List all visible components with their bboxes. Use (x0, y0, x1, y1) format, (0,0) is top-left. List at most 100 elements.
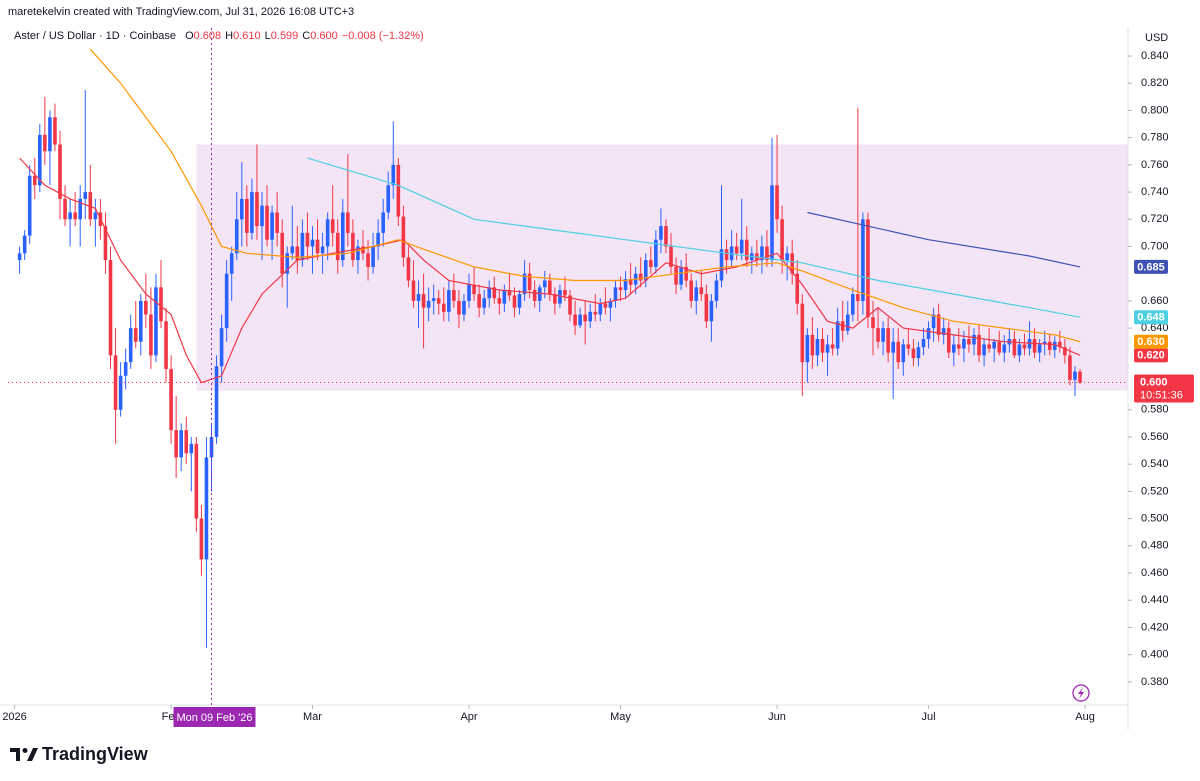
candle-body (154, 287, 158, 356)
candle-body (583, 314, 587, 322)
candle-body (805, 334, 810, 363)
candle-body (1032, 339, 1037, 353)
candle-body (255, 192, 259, 227)
candle-body (330, 219, 335, 233)
price-tag-bg (1134, 334, 1168, 349)
candle-body (785, 253, 789, 261)
candle-body (694, 287, 699, 301)
candle-body (22, 235, 27, 254)
candle-body (588, 311, 593, 322)
y-tick-label: 0.660 (1141, 295, 1169, 307)
x-tick-label: 2026 (2, 711, 26, 723)
candle-body (936, 314, 941, 335)
candle-body (876, 328, 880, 342)
candle-body (305, 232, 310, 247)
candle-body (951, 344, 956, 353)
y-tick-label: 0.540 (1141, 458, 1169, 470)
candle-body (578, 314, 582, 326)
candle-body (679, 266, 683, 285)
candle-body (1058, 341, 1062, 348)
candle-body (1073, 371, 1077, 380)
candle-body (765, 246, 769, 261)
legend-key: C (302, 30, 310, 42)
candle-body (1017, 344, 1022, 356)
candle-body (224, 273, 229, 329)
candle-body (199, 518, 204, 560)
alert-icon (1072, 684, 1090, 702)
legend-value: 0.600 (310, 30, 338, 42)
candle-body (452, 290, 456, 301)
candle-body (194, 443, 199, 519)
candle-body (558, 290, 562, 304)
candle-body (32, 175, 37, 186)
candle-body (416, 294, 421, 301)
candle-body (482, 298, 486, 308)
candle-body (527, 273, 532, 291)
candle-body (810, 334, 815, 356)
attribution: maretekelvin created with TradingView.co… (8, 6, 354, 18)
price-tag: 0.630 (1137, 336, 1165, 348)
candle-body (962, 339, 966, 349)
candle-body (825, 344, 830, 353)
candle-body (941, 328, 946, 335)
candle-body (835, 321, 840, 349)
candle-body (43, 134, 47, 152)
candle-body (1052, 341, 1057, 350)
candle-body (83, 192, 88, 199)
crosshair-label-bg (173, 707, 256, 727)
candle-body (689, 280, 694, 301)
candle-body (977, 334, 981, 356)
y-tick-label: 0.740 (1141, 186, 1169, 198)
candle-body (310, 239, 315, 247)
candle-body (58, 144, 62, 199)
candle-body (63, 198, 67, 220)
candle-body (724, 249, 729, 261)
candle-body (1068, 355, 1072, 380)
legend-change: −0.008 (−1.32%) (342, 30, 424, 42)
candle-body (573, 314, 577, 326)
candle-body (325, 219, 330, 247)
candle-body (245, 198, 249, 233)
y-tick-label: 0.640 (1141, 322, 1169, 334)
candle-body (174, 430, 178, 458)
candle-body (744, 239, 749, 261)
candle-body (386, 185, 391, 213)
candle-body (548, 280, 552, 295)
candle-body (93, 212, 98, 220)
y-tick-label: 0.480 (1141, 540, 1169, 552)
candle-body (431, 298, 436, 301)
legend-key: H (225, 30, 233, 42)
candle-body (926, 328, 931, 340)
candle-body (542, 280, 547, 288)
candle-body (335, 232, 340, 261)
candle-body (118, 375, 123, 410)
candle-body (815, 339, 820, 356)
candle-body (1047, 341, 1052, 350)
candle-body (204, 457, 209, 560)
candle-body (517, 294, 522, 308)
candle-body (598, 303, 603, 315)
price-tag: 0.620 (1137, 350, 1165, 362)
candle-body (654, 239, 658, 267)
y-tick-label: 0.520 (1141, 485, 1169, 497)
candle-body (861, 219, 865, 301)
candle-body (871, 317, 875, 329)
candle-body (820, 339, 825, 353)
candle-body (850, 294, 855, 315)
candle-body (144, 300, 148, 315)
x-tick-label: May (610, 711, 631, 723)
candle-body (149, 314, 153, 356)
candle-body (790, 253, 795, 274)
y-tick-label: 0.760 (1141, 159, 1169, 171)
candle-body (931, 314, 936, 329)
candle-body (128, 328, 133, 363)
candle-body (315, 239, 320, 254)
y-tick-label: 0.460 (1141, 567, 1169, 579)
candle-body (856, 294, 860, 301)
candle-body (891, 341, 895, 353)
candle-body (795, 273, 800, 304)
candle-body (53, 117, 57, 145)
candle-body (356, 246, 360, 261)
y-tick-label: 0.380 (1141, 676, 1169, 688)
